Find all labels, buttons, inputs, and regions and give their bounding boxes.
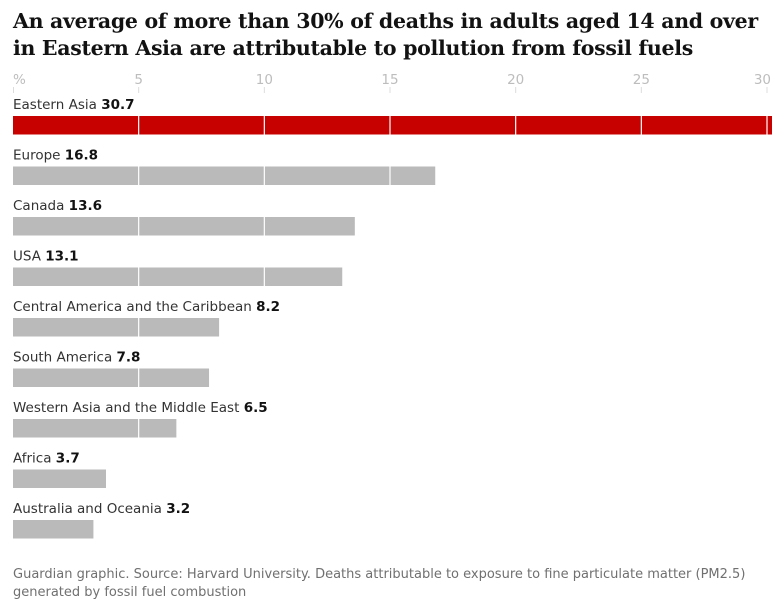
bar [13,368,210,387]
data-label: 16.8 [65,148,98,164]
chart-title: An average of more than 30% of deaths in… [13,9,758,60]
category-label: USA 13.1 [13,249,79,265]
data-label: 13.6 [69,198,102,214]
x-tick-label: 15 [381,72,398,88]
category-name: Eastern Asia [13,97,101,113]
category-name: Western Asia and the Middle East [13,400,244,416]
data-label: 13.1 [45,249,78,265]
category-name: USA [13,249,45,265]
category-name: Africa [13,451,56,467]
data-label: 6.5 [244,400,268,416]
category-label: Eastern Asia 30.7 [13,97,135,113]
data-label: 30.7 [101,97,134,113]
category-name: Central America and the Caribbean [13,299,256,315]
bar [13,469,106,488]
bar [13,166,436,185]
category-label: South America 7.8 [13,350,140,366]
x-tick-label: % [13,72,26,88]
data-label: 7.8 [117,350,141,366]
bar [13,520,94,539]
category-name: Europe [13,148,65,164]
category-name: South America [13,350,117,366]
category-name: Australia and Oceania [13,501,166,517]
source-note: Guardian graphic. Source: Harvard Univer… [13,567,746,600]
category-label: Africa 3.7 [13,451,80,467]
x-tick-label: 25 [633,72,650,88]
data-label: 3.2 [166,501,190,517]
data-label: 3.7 [56,451,80,467]
category-label: Western Asia and the Middle East 6.5 [13,400,268,416]
bar [13,217,355,236]
bar [13,318,220,337]
category-name: Canada [13,198,69,214]
x-tick-label: 5 [134,72,143,88]
category-label: Australia and Oceania 3.2 [13,501,190,517]
x-tick-label: 30 [754,72,771,88]
x-tick-label: 10 [256,72,273,88]
category-label: Europe 16.8 [13,148,98,164]
category-label: Central America and the Caribbean 8.2 [13,299,280,315]
category-label: Canada 13.6 [13,198,102,214]
bar [13,116,772,135]
bar [13,419,177,438]
bar [13,267,343,286]
x-tick-label: 20 [507,72,524,88]
data-label: 8.2 [256,299,280,315]
